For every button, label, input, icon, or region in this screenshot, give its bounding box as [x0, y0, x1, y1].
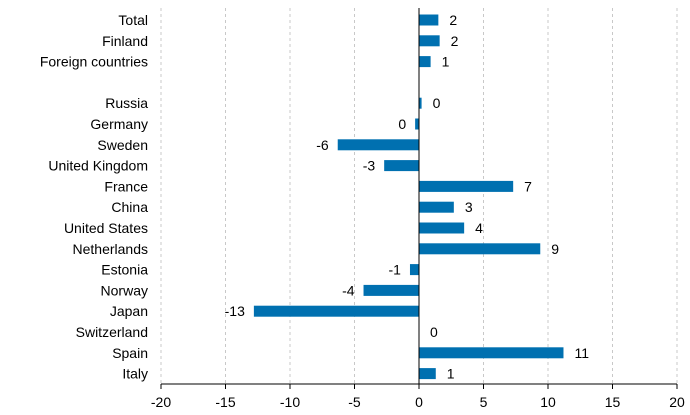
category-label: United Kingdom: [48, 158, 148, 174]
bar: [337, 139, 419, 151]
value-label: 0: [430, 324, 438, 340]
value-label: 1: [447, 366, 455, 382]
value-label: 3: [465, 199, 473, 215]
category-label: Estonia: [101, 262, 148, 278]
bar: [419, 243, 541, 255]
bar: [419, 201, 454, 213]
x-tick-label: 5: [480, 394, 488, 410]
bar: [419, 97, 422, 109]
value-label: -13: [225, 303, 245, 319]
x-tick-label: 0: [415, 394, 423, 410]
category-label: Foreign countries: [40, 54, 148, 70]
bar: [415, 118, 419, 130]
value-label: 1: [442, 54, 450, 70]
axes: [160, 8, 678, 389]
category-label: Norway: [101, 282, 148, 298]
category-label: Spain: [112, 345, 148, 361]
bar: [419, 368, 436, 380]
x-tick-labels: -20 -15 -10 -5 0 5 10 15 20: [151, 394, 685, 410]
value-label: -3: [363, 158, 376, 174]
x-tick-label: 15: [605, 394, 621, 410]
bar: [419, 222, 465, 234]
category-label: Sweden: [97, 137, 148, 153]
x-tick-label: 10: [540, 394, 556, 410]
x-tick-label: -20: [151, 394, 171, 410]
category-labels: Total Finland Foreign countries Russia Germa…: [40, 12, 148, 382]
category-label: Germany: [90, 116, 148, 132]
category-label: Total: [118, 12, 148, 28]
x-tick-label: -5: [348, 394, 361, 410]
value-label: 4: [475, 220, 483, 236]
bar: [253, 305, 419, 317]
category-label: Japan: [110, 303, 148, 319]
value-label: -6: [316, 137, 329, 153]
x-tick-label: 20: [669, 394, 685, 410]
category-label: Finland: [102, 33, 148, 49]
category-label: China: [111, 199, 148, 215]
bar: [384, 160, 419, 172]
category-label: Russia: [105, 95, 148, 111]
x-tick-label: -10: [280, 394, 300, 410]
bar: [419, 56, 431, 68]
value-label: -1: [389, 262, 402, 278]
value-label: 2: [451, 33, 459, 49]
value-label: 7: [524, 178, 532, 194]
value-label: 11: [574, 345, 589, 361]
bars: [253, 14, 564, 380]
category-label: Netherlands: [73, 241, 149, 257]
x-tick-label: -15: [215, 394, 235, 410]
value-label: 0: [433, 95, 441, 111]
category-label: United States: [64, 220, 148, 236]
value-label: 9: [551, 241, 559, 257]
bar: [419, 347, 564, 359]
bar: [419, 35, 440, 47]
bar: [363, 284, 419, 296]
value-label: 2: [449, 12, 457, 28]
bar: [419, 180, 514, 192]
grid-lines: [160, 8, 678, 384]
bar: [409, 264, 419, 276]
category-label: Italy: [122, 366, 148, 382]
category-label: France: [104, 178, 148, 194]
value-label: -4: [342, 282, 355, 298]
bar: [419, 14, 439, 26]
category-label: Switzerland: [76, 324, 148, 340]
value-label: 0: [398, 116, 406, 132]
